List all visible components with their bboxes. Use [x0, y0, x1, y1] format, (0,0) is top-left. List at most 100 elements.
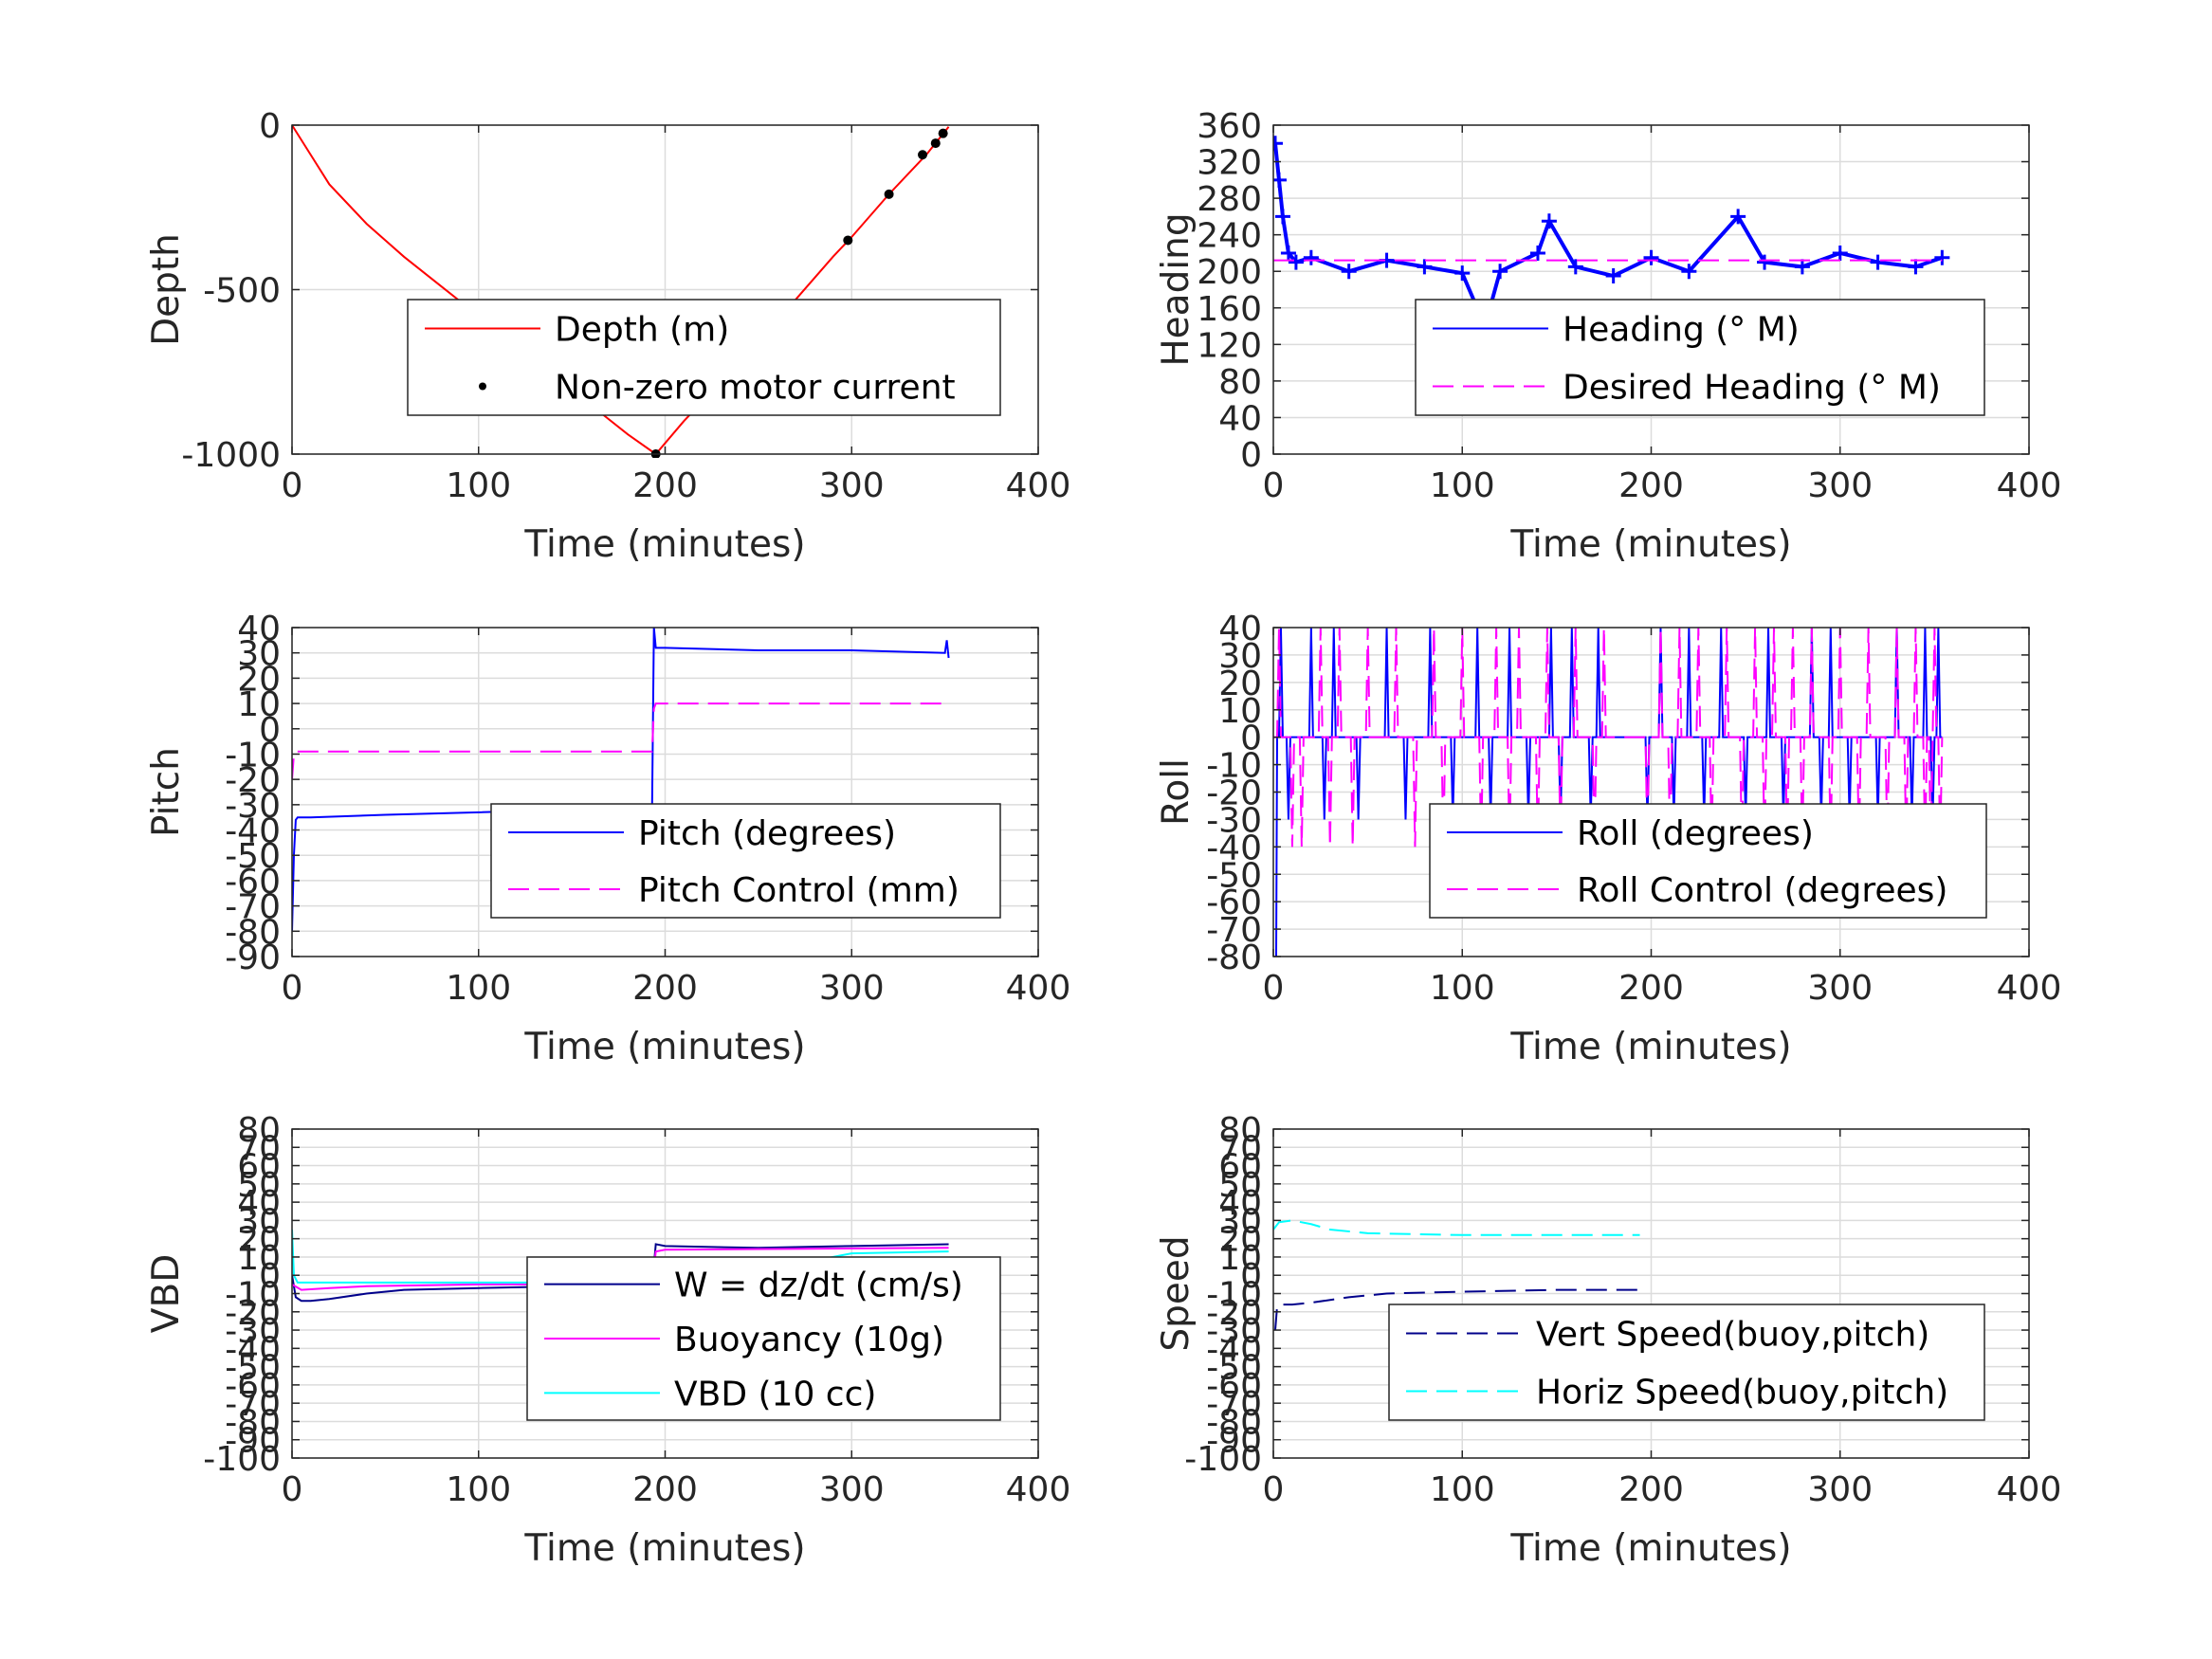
chart-6: 0 100 200 300 400-100-90-80-70-60-50-40-30-2… [1155, 1111, 2061, 1570]
data-point [1529, 245, 1545, 261]
y-tick-label: -80 [225, 1403, 281, 1442]
legend-frame [490, 803, 1001, 919]
data-point [1280, 245, 1296, 261]
plot-area [1273, 136, 1950, 335]
x-tick-label: 200 [632, 1470, 698, 1509]
y-tick-label: -60 [1206, 1367, 1262, 1406]
data-point [1832, 245, 1848, 261]
y-tick-label: -100 [203, 1440, 281, 1479]
y-tick-label: 50 [237, 1166, 281, 1205]
plot-area [1273, 627, 1944, 957]
data-point [1605, 268, 1621, 284]
data-point [843, 235, 853, 246]
y-tick-label: -40 [1206, 1330, 1262, 1369]
y-tick-label: 30 [237, 635, 281, 674]
y-tick-label: 50 [1218, 1166, 1262, 1205]
y-tick-label: 120 [1197, 326, 1262, 365]
data-point [1303, 249, 1319, 265]
y-tick-label: 280 [1197, 180, 1262, 219]
x-tick-label: 300 [819, 1470, 885, 1509]
series-line-2 [1273, 1219, 1640, 1236]
series-line-1 [292, 1243, 949, 1303]
y-tick-label: 0 [259, 711, 281, 750]
x-tick-label: 0 [1263, 466, 1285, 505]
x-tick-label: 200 [1618, 969, 1684, 1008]
legend-entry: Desired Heading (° M) [1563, 369, 1941, 408]
series-line-1 [1273, 1288, 1640, 1331]
y-tick-label: 200 [1197, 253, 1262, 292]
data-point [1273, 136, 1283, 152]
x-tick-label: 0 [282, 1470, 303, 1509]
x-tick-label: 300 [819, 969, 885, 1008]
data-point [1541, 213, 1557, 229]
y-tick-label: -10 [225, 1276, 281, 1315]
y-tick-label: -20 [1206, 775, 1262, 813]
y-tick-label: 0 [259, 1257, 281, 1296]
y-tick-label: 40 [1218, 399, 1262, 438]
legend: Vert Speed(buoy,pitch) Horiz Speed(buoy,p… [1388, 1304, 1985, 1421]
y-tick-label: -80 [1206, 939, 1262, 977]
x-tick-label: 100 [446, 969, 511, 1008]
y-axis-label: Speed [1155, 1235, 1197, 1351]
series-line-2 [292, 1247, 949, 1291]
x-tick-label: 0 [1263, 1470, 1285, 1509]
legend-entry: Pitch Control (mm) [638, 871, 960, 910]
y-tick-label: -100 [1184, 1440, 1262, 1479]
x-tick-label: 400 [1006, 969, 1071, 1008]
y-tick-label: -70 [1206, 911, 1262, 950]
y-tick-label: -50 [225, 1349, 281, 1388]
y-tick-label: 10 [1218, 1239, 1262, 1278]
legend: Pitch (degrees) Pitch Control (mm) [490, 803, 1001, 919]
data-point [1492, 264, 1508, 280]
y-tick-label: 80 [1218, 1111, 1262, 1150]
y-tick-label: -10 [1206, 747, 1262, 786]
y-tick-label: 30 [1218, 637, 1262, 676]
legend-entry: Horiz Speed(buoy,pitch) [1536, 1374, 1948, 1413]
x-tick-label: 300 [1807, 1470, 1873, 1509]
x-tick-label: 300 [819, 466, 885, 505]
data-point [918, 150, 928, 160]
legend-entry: W = dz/dt (cm/s) [674, 1267, 963, 1305]
y-tick-label: -30 [225, 787, 281, 826]
y-tick-label: -10 [1206, 1276, 1262, 1315]
y-tick-label: 40 [237, 1184, 281, 1223]
data-point [884, 189, 894, 199]
y-tick-label: 0 [1240, 1257, 1262, 1296]
y-tick-label: -70 [1206, 1385, 1262, 1424]
data-point [1288, 254, 1304, 270]
y-tick-label: 30 [1218, 1202, 1262, 1241]
y-tick-label: -60 [225, 1367, 281, 1406]
y-tick-label: 0 [259, 107, 281, 146]
data-point [1870, 254, 1886, 270]
chart-3: 0 100 200 300 400-90-80-70-60-50-40-30-20-10… [145, 610, 1070, 1068]
y-tick-label: -500 [203, 272, 281, 311]
chart-5: 0 100 200 300 400-100-90-80-70-60-50-40-30-2… [145, 1111, 1070, 1570]
y-tick-label: -20 [1206, 1294, 1262, 1333]
legend-marker [479, 382, 486, 391]
data-point [1730, 209, 1746, 225]
y-tick-label: 360 [1197, 107, 1262, 146]
y-tick-label: 0 [1240, 720, 1262, 758]
x-tick-label: 200 [632, 466, 698, 505]
x-tick-label: 100 [1430, 1470, 1495, 1509]
y-tick-label: 20 [1218, 665, 1262, 703]
plot-area [1273, 1219, 1640, 1331]
legend-entry: VBD (10 cc) [674, 1375, 876, 1413]
legend-entry: Vert Speed(buoy,pitch) [1536, 1316, 1929, 1355]
y-tick-label: 70 [237, 1129, 281, 1168]
data-point [1417, 259, 1433, 275]
data-point [1681, 264, 1697, 280]
plot-area [292, 627, 950, 932]
y-tick-label: -20 [225, 1294, 281, 1333]
data-point [1274, 209, 1290, 225]
x-tick-label: 0 [282, 969, 303, 1008]
y-tick-label: -50 [225, 837, 281, 876]
x-tick-label: 0 [282, 466, 303, 505]
series-line-2 [292, 702, 949, 780]
legend-frame [1429, 803, 1987, 919]
y-tick-label: 60 [1218, 1148, 1262, 1187]
y-tick-label: -30 [1206, 1312, 1262, 1351]
chart-1: 0 100 200 300 400 -1000 -500 0 Time (minutes) Dep… [145, 107, 1070, 566]
y-axis-label: VBD [145, 1254, 188, 1333]
